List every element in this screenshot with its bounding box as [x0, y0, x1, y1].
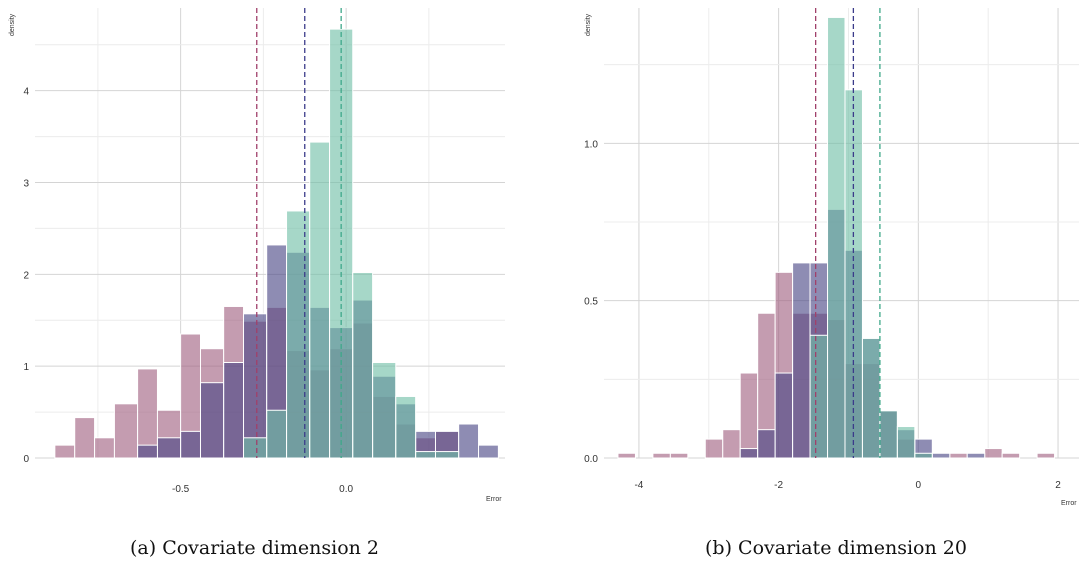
histogram-bar — [757, 429, 776, 459]
panel-b-ticks: -4 -2 0 2 0.0 0.5 1.0 — [584, 139, 1061, 491]
histogram-bar — [415, 451, 436, 459]
histogram-bar — [1001, 452, 1021, 459]
histogram-bar — [879, 410, 898, 459]
y-tick-label: 1 — [23, 362, 29, 373]
histogram-bar — [94, 437, 115, 459]
y-tick-label: 0.5 — [584, 297, 598, 308]
histogram-bar — [809, 334, 829, 459]
histogram-bar — [617, 452, 636, 459]
histogram-bar — [914, 452, 933, 459]
histogram-bar — [458, 423, 480, 459]
histogram-bar — [286, 210, 311, 459]
histogram-bar — [243, 313, 268, 459]
histogram-bar — [827, 16, 846, 459]
histogram-bar — [243, 437, 268, 459]
histogram-bar — [774, 372, 794, 459]
x-tick-label: -2 — [774, 480, 783, 491]
y-tick-label: 2 — [23, 270, 29, 281]
panel-b-caption: (b) Covariate dimension 20 — [705, 537, 967, 559]
histogram-bar — [372, 361, 397, 459]
x-tick-label: -0.5 — [172, 484, 190, 495]
histogram-bar — [861, 337, 881, 459]
y-tick-label: 4 — [23, 87, 29, 98]
y-tick-label: 1.0 — [584, 139, 598, 150]
histogram-bar — [704, 438, 724, 459]
panel-b-x-label: Error — [1061, 500, 1077, 507]
histogram-bar — [137, 368, 158, 459]
panel-a-reference-lines — [256, 8, 342, 458]
histogram-bar — [156, 437, 182, 459]
histogram-bar — [478, 444, 499, 459]
panel-a-x-label: Error — [486, 496, 502, 503]
histogram-bar — [180, 430, 201, 459]
panel-a-y-label: density — [9, 13, 16, 36]
histogram-bar — [309, 141, 331, 459]
histogram-bar — [792, 262, 811, 459]
histogram-bar — [137, 444, 158, 459]
histogram-bar — [1036, 452, 1056, 459]
panel-a-bars — [54, 28, 499, 459]
y-tick-label: 0.0 — [584, 454, 598, 465]
histogram-bar — [966, 452, 986, 459]
panel-a: -0.5 0.0 0 1 2 3 4 density Error (a) Covariate… — [9, 8, 505, 559]
histogram-bar — [722, 429, 741, 459]
histogram-bar — [434, 451, 460, 459]
histogram-bar — [931, 452, 951, 459]
histogram-bar — [199, 382, 225, 459]
histogram-bar — [739, 372, 759, 459]
x-tick-label: 0 — [916, 480, 922, 491]
histogram-bar — [223, 361, 245, 459]
histogram-bar — [266, 409, 288, 459]
histogram-bar — [949, 452, 968, 459]
y-tick-label: 3 — [23, 178, 29, 189]
histogram-bar — [652, 452, 671, 459]
histogram-bar — [984, 448, 1003, 459]
histogram-bar — [739, 448, 759, 459]
panel-a-ticks: -0.5 0.0 0 1 2 3 4 — [23, 87, 353, 495]
histogram-bar — [74, 417, 96, 459]
histogram-bar — [352, 271, 374, 459]
y-tick-label: 0 — [23, 454, 29, 465]
panel-a-caption: (a) Covariate dimension 2 — [130, 537, 379, 559]
panel-b-bars — [617, 16, 1056, 459]
panel-b-y-label: density — [585, 13, 592, 36]
histogram-bar — [395, 395, 417, 459]
histogram-bar — [896, 426, 916, 459]
panel-b: -4 -2 0 2 0.0 0.5 1.0 density Error (b) Covari… — [584, 8, 1079, 559]
histogram-bar — [54, 444, 76, 459]
x-tick-label: 2 — [1055, 480, 1061, 491]
panel-b-reference-lines — [815, 8, 881, 458]
x-tick-label: -4 — [634, 480, 643, 491]
histogram-bar — [113, 403, 139, 459]
histogram-bar — [669, 452, 689, 459]
x-tick-label: 0.0 — [339, 484, 353, 495]
